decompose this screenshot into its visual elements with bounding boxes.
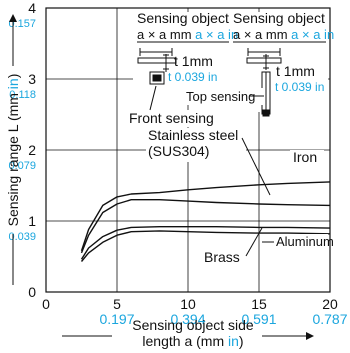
front-sensing-label-bg (124, 110, 224, 127)
x-axis-arrowhead (306, 332, 314, 340)
x-tick-label: 5 (113, 296, 121, 312)
front-sensing-object-icon (137, 48, 177, 85)
y-axis-arrowhead (9, 14, 17, 22)
top-sensing-label-bg (184, 88, 264, 105)
top-sensing-label: Top sensing (186, 89, 255, 104)
x-tick-label: 20 (322, 296, 338, 312)
y-tick-label: 1 (28, 213, 36, 229)
x-tick-label: 10 (180, 296, 196, 312)
series-group (80, 181, 331, 262)
y-axis-label-group: Sensing range L (mm in) (5, 14, 21, 285)
sensing-object-right-label: Sensing object (233, 10, 325, 26)
x-axis-label-line2: length a (mm in) (142, 333, 243, 349)
sensing-object-left-label: Sensing object (137, 10, 229, 26)
y-tick-label: 4 (28, 0, 36, 16)
y-tick-label-inch: 0.079 (8, 160, 36, 172)
annotation-bg-left (133, 12, 229, 100)
thickness-left-in: t 0.039 in (168, 70, 217, 84)
aluminum-label-bg (274, 234, 328, 250)
y-tick-label: 3 (28, 71, 36, 87)
series-line-iron (80, 181, 331, 252)
series-line-aluminum (80, 226, 331, 260)
front-sensing-label: Front sensing (129, 110, 214, 126)
brass-leader (245, 227, 263, 257)
stainless-label-bg (146, 128, 246, 162)
dim-left: a × a mm a × a in (137, 27, 238, 42)
brass-label: Brass (204, 249, 240, 265)
y-tick-label-inch: 0.039 (8, 231, 36, 243)
aluminum-label: Aluminum (276, 234, 334, 249)
x-tick-label-inch: 0.787 (312, 311, 347, 327)
x-tick-label-inch: 0.394 (170, 311, 205, 327)
y-tick-label-zero: 0 (28, 284, 36, 300)
stainless-label-line2: (SUS304) (148, 143, 209, 159)
x-tick-label-inch: 0.197 (99, 311, 134, 327)
front-sensing-leader (149, 85, 157, 111)
thickness-right-mm: t 1mm (276, 63, 315, 79)
y-axis-label: Sensing range L (mm in) (5, 74, 21, 227)
series-line-stainless-steel-sus304 (80, 199, 331, 254)
stainless-leader (241, 137, 271, 196)
thickness-right-in: t 0.039 in (275, 80, 324, 94)
y-tick-label-inch: 0.118 (9, 89, 36, 101)
y-tick-label: 2 (28, 142, 36, 158)
brass-label-bg (202, 248, 248, 266)
series-line-brass (80, 230, 331, 262)
x-tick-label: 0 (42, 296, 50, 312)
x-axis-label-line1: Sensing object side (132, 317, 254, 333)
x-tick-label-inch: 0.591 (241, 311, 276, 327)
dim-right: a × a mm a × a in (233, 27, 334, 42)
thickness-left-mm: t 1mm (174, 53, 213, 69)
iron-label-bg (290, 150, 324, 166)
iron-label: Iron (293, 149, 317, 165)
stainless-label-line1: Stainless steel (148, 127, 238, 143)
x-tick-label: 15 (251, 296, 267, 312)
